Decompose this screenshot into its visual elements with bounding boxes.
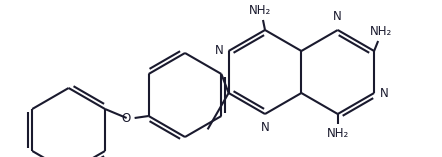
Text: NH₂: NH₂	[370, 25, 392, 38]
Text: N: N	[261, 121, 269, 134]
Text: N: N	[380, 87, 389, 100]
Text: O: O	[122, 111, 131, 125]
Text: NH₂: NH₂	[327, 127, 349, 140]
Text: N: N	[215, 44, 224, 57]
Text: N: N	[333, 10, 342, 23]
Text: NH₂: NH₂	[249, 4, 271, 17]
